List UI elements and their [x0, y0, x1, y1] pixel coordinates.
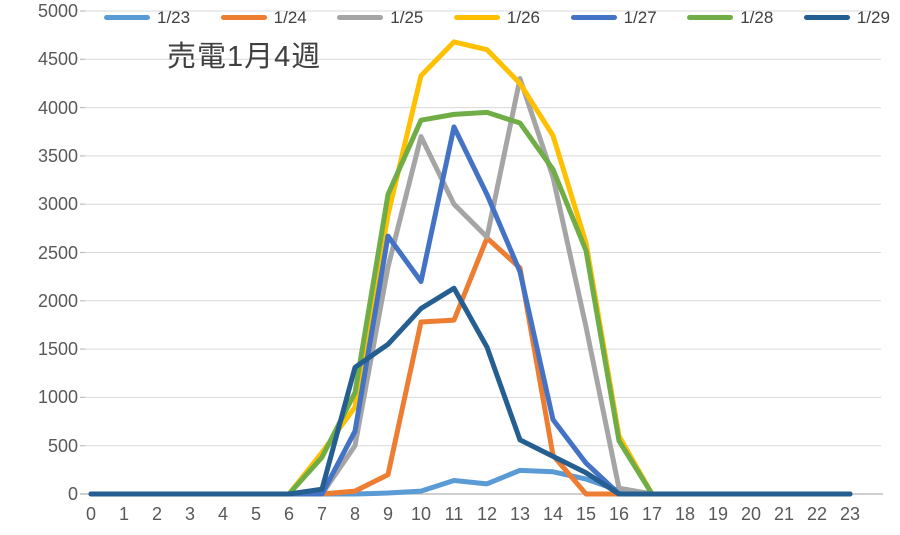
x-axis-label-14: 14 [542, 504, 564, 524]
x-axis-label-4: 4 [217, 504, 229, 524]
x-axis-label-20: 20 [740, 504, 762, 524]
y-axis-label-0: 0 [67, 484, 78, 504]
x-axis-label-2: 2 [151, 504, 163, 524]
x-axis-label-13: 13 [509, 504, 531, 524]
legend-item-1-26: 1/26 [453, 8, 541, 27]
x-axis-label-12: 12 [476, 504, 498, 524]
x-axis-label-22: 22 [806, 504, 828, 524]
legend-label: 1/23 [157, 8, 191, 27]
series-line-1-24 [88, 235, 853, 497]
series-line-1-28 [88, 109, 853, 497]
series-line-1-29 [88, 285, 853, 497]
y-axis-label-3000: 3000 [37, 194, 78, 215]
x-axis-label-3: 3 [184, 504, 196, 524]
y-axis-label-2000: 2000 [37, 290, 78, 311]
x-axis-label-18: 18 [674, 504, 696, 524]
x-axis-label-8: 8 [349, 504, 361, 524]
x-axis-label-9: 9 [382, 504, 394, 524]
x-axis-label-17: 17 [641, 504, 663, 524]
x-axis-label-5: 5 [250, 504, 262, 524]
x-axis-label-15: 15 [575, 504, 597, 524]
x-axis-label-10: 10 [410, 504, 432, 524]
series-line-1-26 [88, 39, 853, 497]
series-line-1-25 [88, 76, 853, 497]
y-axis-label-2500: 2500 [37, 242, 78, 263]
legend-item-1-25: 1/25 [337, 9, 423, 26]
x-axis-label-0: 0 [85, 504, 97, 524]
legend-swatch-icon [570, 15, 617, 20]
y-axis-label-1000: 1000 [37, 387, 78, 408]
x-axis-label-6: 6 [283, 504, 295, 524]
x-axis-label-23: 23 [839, 504, 861, 524]
legend-item-1-29: 1/29 [803, 8, 890, 27]
legend-label: 1/27 [623, 8, 657, 27]
legend-swatch-icon [220, 15, 267, 20]
y-axis-label-500: 500 [47, 435, 78, 456]
x-axis-label-7: 7 [316, 504, 328, 524]
legend-swatch-icon [687, 15, 734, 20]
x-axis-label-21: 21 [773, 504, 795, 524]
legend-swatch-icon [337, 15, 384, 20]
legend-item-1-24: 1/24 [220, 8, 307, 27]
chart-title: 売電1月4週 [167, 41, 322, 73]
series-line-1-23 [88, 467, 853, 497]
legend-label: 1/28 [740, 8, 774, 27]
legend-item-1-27: 1/27 [570, 8, 657, 27]
y-axis-label-4000: 4000 [37, 97, 78, 118]
y-axis-label-4500: 4500 [37, 49, 78, 70]
legend-swatch-icon [803, 15, 850, 20]
x-axis-label-19: 19 [707, 504, 729, 524]
legend-label: 1/29 [856, 8, 890, 27]
x-axis-label-16: 16 [608, 504, 630, 524]
legend-label: 1/24 [273, 8, 307, 27]
chart-legend: 1/23 1/24 1/25 1/26 1/27 1/28 1/29 [104, 9, 890, 26]
x-axis-label-1: 1 [118, 504, 130, 524]
y-axis-label-3500: 3500 [37, 145, 78, 166]
legend-item-1-23: 1/23 [104, 9, 190, 26]
y-axis-label-1500: 1500 [37, 339, 78, 360]
series-line-1-27 [88, 124, 853, 497]
y-axis-label-5000: 5000 [37, 1, 78, 21]
legend-item-1-28: 1/28 [687, 9, 773, 26]
legend-swatch-icon [104, 15, 150, 20]
legend-label: 1/26 [506, 8, 541, 27]
x-axis-label-11: 11 [444, 504, 464, 524]
legend-label: 1/25 [390, 8, 424, 27]
legend-swatch-icon [453, 15, 500, 20]
